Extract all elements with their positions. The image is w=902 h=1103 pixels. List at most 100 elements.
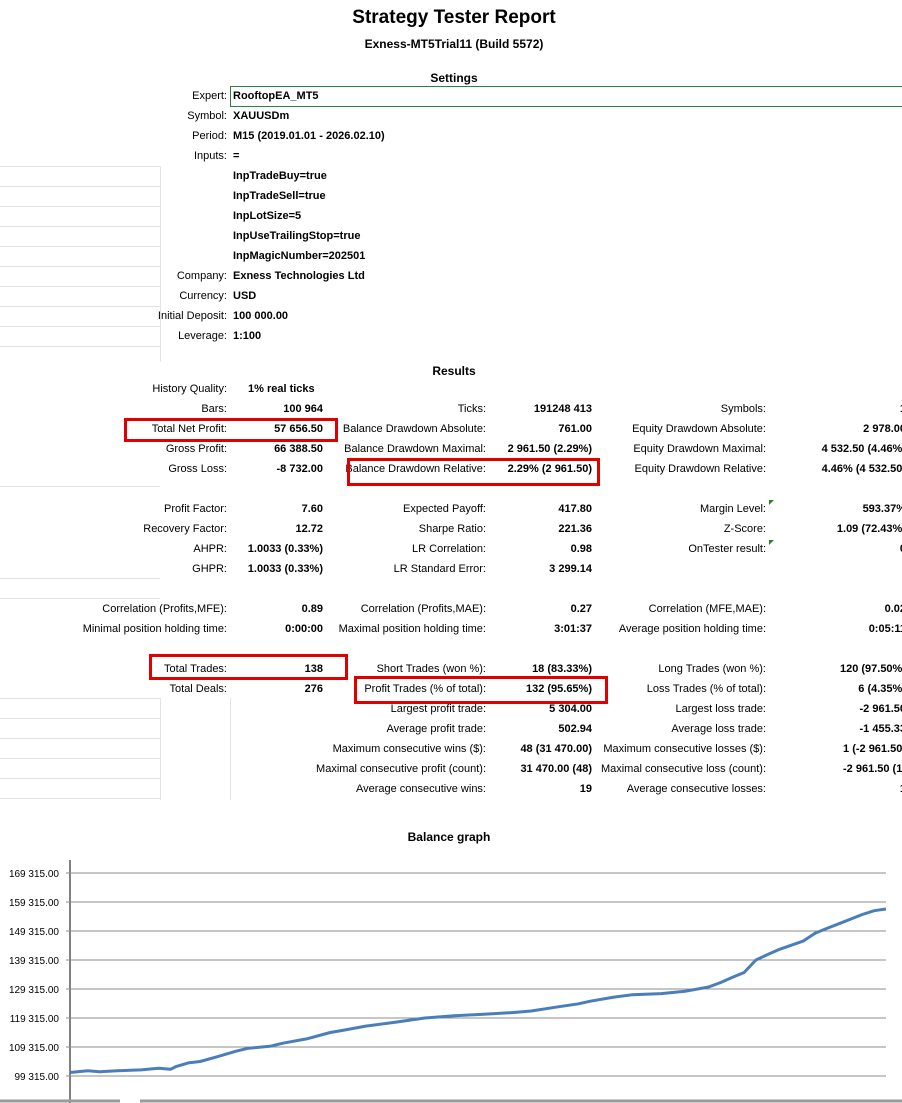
- result-value: 761.00: [558, 423, 592, 435]
- result-label: Long Trades (won %):: [658, 663, 766, 675]
- settings-value: =: [233, 150, 240, 162]
- result-label: Total Deals:: [169, 683, 227, 695]
- result-value: -2 961.50: [859, 703, 902, 715]
- result-label: History Quality:: [152, 383, 227, 395]
- result-label: Balance Drawdown Absolute:: [342, 423, 486, 435]
- balance-line: [69, 907, 887, 1074]
- result-value: -1 455.33: [859, 723, 902, 735]
- result-value: 276: [304, 683, 323, 695]
- gridline: [0, 186, 160, 187]
- settings-label: Expert:: [192, 90, 227, 102]
- gridline: [0, 206, 160, 207]
- result-label: Gross Profit:: [165, 443, 227, 455]
- gridline: [0, 598, 160, 599]
- result-value: 18 (83.33%): [532, 663, 592, 675]
- result-label: Loss Trades (% of total):: [646, 683, 766, 695]
- gridline: [0, 346, 160, 347]
- result-value: 2 978.00: [863, 423, 902, 435]
- result-label: Z-Score:: [723, 523, 766, 535]
- result-value: 48 (31 470.00): [520, 743, 592, 755]
- result-label: Maximal consecutive loss (count):: [600, 763, 766, 775]
- result-value: 4 532.50 (4.46%): [821, 443, 902, 455]
- results-heading: Results: [432, 364, 476, 378]
- chart-y-tick-label: 169 315.00: [9, 869, 59, 880]
- expert-cell-selection[interactable]: [230, 86, 902, 107]
- settings-label: Inputs:: [193, 150, 227, 162]
- result-label: Balance Drawdown Maximal:: [344, 443, 486, 455]
- result-value: 417.80: [558, 503, 592, 515]
- result-label: Bars:: [201, 403, 227, 415]
- result-value: 31 470.00 (48): [520, 763, 592, 775]
- highlight-balance-drawdown-relative: [347, 458, 600, 486]
- result-label: Maximal position holding time:: [338, 623, 486, 635]
- result-label: Correlation (MFE,MAE):: [648, 603, 766, 615]
- result-label: Gross Loss:: [168, 463, 227, 475]
- result-value: 1.0033 (0.33%): [247, 543, 323, 555]
- result-value: 6 (4.35%): [858, 683, 902, 695]
- result-value: 4.46% (4 532.50): [821, 463, 902, 475]
- result-label: Average consecutive losses:: [626, 783, 766, 795]
- result-label: Average loss trade:: [671, 723, 766, 735]
- settings-value: Exness Technologies Ltd: [233, 270, 365, 282]
- result-label: Largest profit trade:: [390, 703, 486, 715]
- gridline: [0, 758, 160, 759]
- settings-label: Symbol:: [187, 110, 227, 122]
- balance-chart: 99 315.00 109 315.00 119 315.00 129 315.00 1…: [0, 860, 902, 1103]
- result-value: 1.0033 (0.33%): [247, 563, 323, 575]
- gridline: [0, 246, 160, 247]
- result-label: Profit Factor:: [164, 503, 227, 515]
- result-value: 1: [900, 782, 902, 796]
- result-value: 191248 413: [533, 403, 592, 415]
- result-value: 0:00:00: [285, 623, 323, 635]
- chart-y-tick-label: 99 315.00: [15, 1072, 60, 1083]
- result-label: Equity Drawdown Maximal:: [633, 443, 766, 455]
- result-label: Balance Drawdown Relative:: [345, 463, 486, 475]
- result-label: Profit Trades (% of total):: [364, 683, 486, 695]
- result-value: 2 961.50 (2.29%): [507, 443, 592, 455]
- result-label: Maximum consecutive wins ($):: [332, 743, 486, 755]
- result-label: OnTester result:: [688, 543, 766, 555]
- result-value: 3 299.14: [549, 563, 592, 575]
- settings-value: XAUUSDm: [233, 110, 290, 122]
- settings-heading: Settings: [430, 71, 478, 85]
- result-label: Maximum consecutive losses ($):: [603, 743, 766, 755]
- settings-value: InpLotSize=5: [233, 210, 302, 222]
- chart-title: Balance graph: [407, 830, 491, 844]
- result-value: 7.60: [301, 503, 323, 515]
- result-label: Margin Level:: [699, 503, 766, 515]
- result-label: Recovery Factor:: [143, 523, 227, 535]
- result-value: 66 388.50: [274, 443, 323, 455]
- result-label: Correlation (Profits,MFE):: [102, 603, 227, 615]
- result-label: Total Trades:: [164, 663, 227, 675]
- settings-label: Leverage:: [178, 330, 227, 342]
- settings-value: M15 (2019.01.01 - 2026.02.10): [233, 130, 385, 142]
- result-value: 3:01:37: [554, 623, 592, 635]
- result-value: 0.98: [570, 543, 592, 555]
- gridline: [0, 778, 160, 779]
- gridline: [0, 798, 160, 799]
- settings-label: Period:: [192, 130, 227, 142]
- result-value: 221.36: [558, 523, 592, 535]
- gridline: [0, 326, 160, 327]
- result-label: LR Standard Error:: [393, 563, 486, 575]
- result-label: Short Trades (won %):: [376, 663, 486, 675]
- result-label: Average profit trade:: [386, 723, 486, 735]
- result-label: LR Correlation:: [412, 543, 486, 555]
- result-value: -8 732.00: [276, 463, 323, 475]
- result-value: 0.89: [301, 603, 323, 615]
- result-value: 0.02: [884, 603, 902, 615]
- settings-value: InpTradeBuy=true: [233, 170, 327, 182]
- result-value: 1: [900, 402, 902, 416]
- result-label: Minimal position holding time:: [82, 623, 227, 635]
- margin-level-marker: [769, 500, 774, 505]
- report-subtitle: Exness-MT5Trial11 (Build 5572): [364, 37, 544, 51]
- result-value: 1% real ticks: [248, 383, 315, 395]
- gridline: [0, 286, 160, 287]
- gridline: [0, 166, 160, 167]
- result-label: Average consecutive wins:: [355, 783, 486, 795]
- ontester-marker: [769, 540, 774, 545]
- result-value: 132 (95.65%): [525, 683, 592, 695]
- report-title: Strategy Tester Report: [352, 7, 556, 28]
- settings-value: 100 000.00: [233, 310, 289, 322]
- chart-y-tick-label: 159 315.00: [9, 898, 59, 909]
